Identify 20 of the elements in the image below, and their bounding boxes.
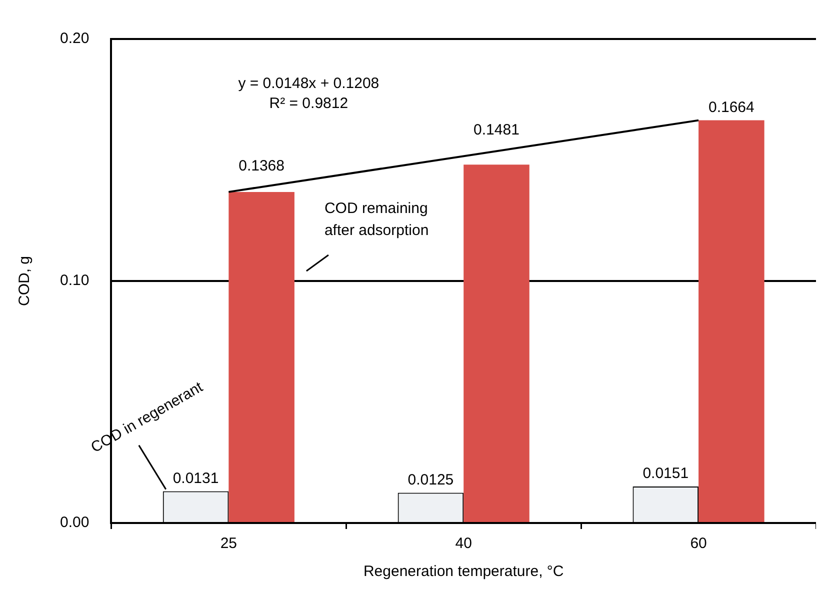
y-tick-label: 0.10 bbox=[60, 272, 90, 290]
annotation: y = 0.0148x + 0.1208 bbox=[238, 75, 380, 92]
data-label: 0.0125 bbox=[408, 471, 454, 488]
bar bbox=[698, 120, 764, 522]
x-axis-title: Regeneration temperature, °C bbox=[363, 563, 564, 580]
data-label: 0.0151 bbox=[642, 465, 689, 482]
data-label: 0.1664 bbox=[708, 98, 754, 116]
data-label: 0.0131 bbox=[172, 470, 219, 487]
data-label: 0.1368 bbox=[238, 157, 284, 174]
bar bbox=[464, 164, 530, 522]
bar bbox=[228, 192, 294, 522]
x-tick-label: 25 bbox=[220, 535, 238, 552]
data-label: 0.1481 bbox=[474, 121, 520, 138]
y-axis-title: COD, g bbox=[16, 256, 34, 306]
y-tick-label: 0.00 bbox=[60, 514, 90, 532]
x-tick-label: 60 bbox=[690, 535, 707, 552]
series-label: COD remaining after adsorption bbox=[324, 200, 429, 240]
annotation: R² = 0.9812 bbox=[269, 95, 348, 112]
x-tick-label: 40 bbox=[455, 535, 472, 552]
y-tick-label: 0.20 bbox=[60, 30, 90, 48]
